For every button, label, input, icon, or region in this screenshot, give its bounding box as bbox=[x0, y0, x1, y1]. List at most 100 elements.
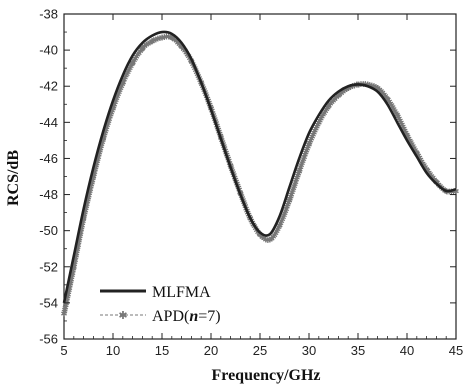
series-marker-apd: ✱ bbox=[67, 282, 74, 291]
series-marker-apd: ✱ bbox=[119, 80, 126, 89]
series-marker-apd: ✱ bbox=[369, 81, 376, 90]
series-marker-apd: ✱ bbox=[173, 37, 180, 46]
series-marker-apd: ✱ bbox=[68, 273, 75, 282]
series-marker-apd: ✱ bbox=[93, 161, 100, 170]
series-marker-apd: ✱ bbox=[167, 33, 174, 42]
series-marker-apd: ✱ bbox=[117, 84, 124, 93]
series-point-apd: ✱ bbox=[394, 111, 401, 120]
series-marker-apd: ✱ bbox=[345, 84, 352, 93]
series-marker-apd: ✱ bbox=[256, 230, 263, 239]
x-tick-label: 25 bbox=[253, 343, 267, 358]
series-marker-apd: ✱ bbox=[92, 166, 99, 175]
series-marker-apd: ✱ bbox=[121, 76, 128, 85]
series-marker-apd: ✱ bbox=[79, 221, 86, 230]
series-point-apd: ✱ bbox=[413, 149, 420, 158]
series-marker-apd: ✱ bbox=[147, 38, 154, 47]
series-marker-apd: ✱ bbox=[75, 239, 82, 248]
series-marker-apd: ✱ bbox=[114, 92, 121, 101]
series-marker-apd: ✱ bbox=[137, 47, 144, 56]
series-marker-apd: ✱ bbox=[93, 159, 100, 168]
series-marker-apd: ✱ bbox=[323, 105, 330, 114]
series-marker-apd: ✱ bbox=[86, 189, 93, 198]
plot-area: ✱✱✱✱✱✱✱✱✱✱✱✱✱✱✱✱✱✱✱✱✱✱✱✱✱✱✱✱✱✱✱✱✱✱✱✱✱✱✱✱… bbox=[61, 13, 460, 340]
series-marker-apd: ✱ bbox=[86, 187, 93, 196]
series-marker-apd: ✱ bbox=[69, 271, 76, 280]
series-marker-apd: ✱ bbox=[322, 107, 329, 116]
series-marker-apd: ✱ bbox=[416, 154, 423, 163]
x-tick-label: 10 bbox=[106, 343, 120, 358]
series-marker-apd: ✱ bbox=[268, 234, 275, 243]
series-marker-apd: ✱ bbox=[107, 113, 114, 122]
series-marker-apd: ✱ bbox=[410, 142, 417, 151]
series-marker-apd: ✱ bbox=[274, 225, 281, 234]
series-point-apd: ✱ bbox=[453, 187, 460, 196]
series-point-apd: ✱ bbox=[315, 118, 322, 127]
x-tick-label: 5 bbox=[60, 343, 67, 358]
series-marker-apd: ✱ bbox=[115, 90, 122, 99]
series-marker-apd: ✱ bbox=[373, 83, 380, 92]
series-marker-apd: ✱ bbox=[96, 149, 103, 158]
series-marker-apd: ✱ bbox=[88, 181, 95, 190]
series-marker-apd: ✱ bbox=[150, 36, 157, 45]
series-marker-apd: ✱ bbox=[387, 99, 394, 108]
x-axis-ticks: 5 10 15 20 25 30 35 40 45 bbox=[60, 14, 463, 358]
series-marker-apd: ✱ bbox=[131, 56, 138, 65]
series-marker-apd: ✱ bbox=[155, 35, 162, 44]
series-marker-apd: ✱ bbox=[390, 105, 397, 114]
series-marker-apd: ✱ bbox=[295, 169, 302, 178]
series-point-apd: ✱ bbox=[100, 135, 107, 144]
series-marker-apd: ✱ bbox=[184, 50, 191, 59]
series-point-apd: ✱ bbox=[80, 214, 87, 223]
series-marker-apd: ✱ bbox=[428, 172, 435, 181]
series-marker-apd: ✱ bbox=[129, 60, 136, 69]
series-marker-apd: ✱ bbox=[296, 165, 303, 174]
series-marker-apd: ✱ bbox=[281, 209, 288, 218]
series-marker-apd: ✱ bbox=[99, 136, 106, 145]
series-marker-apd: ✱ bbox=[141, 42, 148, 51]
series-marker-apd: ✱ bbox=[400, 125, 407, 134]
series-marker-apd: ✱ bbox=[109, 104, 116, 113]
series-marker-apd: ✱ bbox=[308, 134, 315, 143]
y-tick-label: -40 bbox=[39, 43, 58, 58]
legend-label-apd: APD(n=7) bbox=[152, 308, 221, 325]
series-marker-apd: ✱ bbox=[307, 136, 314, 145]
y-axis-ticks: -56 -54 -52 -50 -48 -46 -44 -42 -40 -38 bbox=[39, 7, 456, 347]
series-marker-apd: ✱ bbox=[425, 168, 432, 177]
series-marker-apd: ✱ bbox=[286, 197, 293, 206]
series-marker-apd: ✱ bbox=[182, 47, 189, 56]
series-point-apd: ✱ bbox=[286, 196, 293, 205]
series-marker-apd: ✱ bbox=[299, 159, 306, 168]
series-marker-apd: ✱ bbox=[73, 249, 80, 258]
series-marker-apd: ✱ bbox=[302, 151, 309, 160]
series-marker-apd: ✱ bbox=[386, 97, 393, 106]
series-marker-apd: ✱ bbox=[417, 155, 424, 164]
series-marker-apd: ✱ bbox=[102, 127, 109, 136]
series-marker-apd: ✱ bbox=[292, 178, 299, 187]
x-tick-label: 20 bbox=[204, 343, 218, 358]
series-marker-apd: ✱ bbox=[259, 233, 266, 242]
series-marker-apd: ✱ bbox=[99, 138, 106, 147]
series-marker-apd: ✱ bbox=[106, 115, 113, 124]
series-marker-apd: ✱ bbox=[347, 83, 354, 92]
y-tick-label: -56 bbox=[39, 332, 58, 347]
series-point-apd: ✱ bbox=[119, 79, 126, 88]
series-marker-apd: ✱ bbox=[311, 128, 318, 137]
series-marker-apd: ✱ bbox=[180, 45, 187, 54]
series-marker-apd: ✱ bbox=[419, 159, 426, 168]
series-marker-apd: ✱ bbox=[161, 33, 168, 42]
series-marker-apd: ✱ bbox=[262, 235, 269, 244]
series-point-apd: ✱ bbox=[423, 165, 430, 174]
x-axis-title: Frequency/GHz bbox=[211, 367, 320, 384]
series-marker-apd: ✱ bbox=[412, 146, 419, 155]
y-tick-label: -50 bbox=[39, 223, 58, 238]
series-marker-apd: ✱ bbox=[81, 211, 88, 220]
series-marker-apd: ✱ bbox=[169, 34, 176, 43]
series-marker-apd: ✱ bbox=[394, 111, 401, 120]
series-marker-apd: ✱ bbox=[175, 38, 182, 47]
series-point-apd: ✱ bbox=[306, 140, 313, 149]
series-point-apd: ✱ bbox=[168, 33, 175, 42]
series-marker-apd: ✱ bbox=[149, 37, 156, 46]
series-marker-apd: ✱ bbox=[103, 125, 110, 134]
series-marker-apd: ✱ bbox=[385, 96, 392, 105]
